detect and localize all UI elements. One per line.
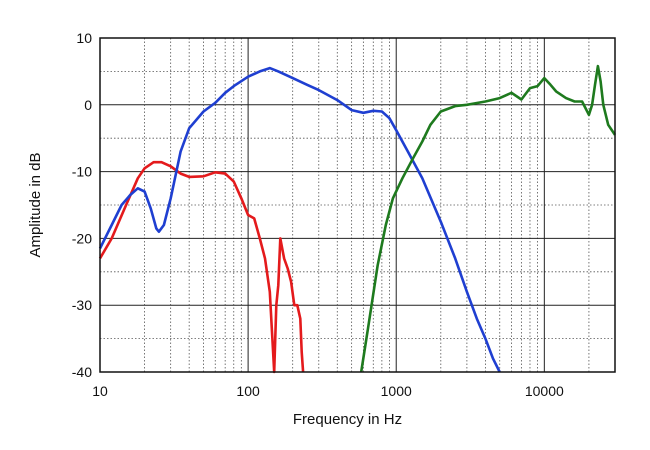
x-tick-label: 100 <box>236 383 260 399</box>
x-tick-labels: 10 100 1000 10000 <box>92 383 564 399</box>
series-line-3 <box>359 64 617 373</box>
series-layer <box>98 64 617 374</box>
y-tick-label: -20 <box>72 230 92 246</box>
y-tick-label: -10 <box>72 164 92 180</box>
series-line-1 <box>98 160 305 374</box>
y-tick-label: -40 <box>72 364 92 380</box>
y-tick-label: 0 <box>84 97 92 113</box>
y-tick-label: 10 <box>76 30 92 46</box>
x-tick-label: 10000 <box>525 383 564 399</box>
x-tick-label: 1000 <box>381 383 412 399</box>
plot-frame <box>99 37 616 373</box>
y-axis-title: Amplitude in dB <box>27 152 44 257</box>
minor-grid <box>100 38 616 372</box>
y-tick-label: -30 <box>72 297 92 313</box>
x-axis-title: Frequency in Hz <box>293 411 402 428</box>
series-line-2 <box>98 66 501 373</box>
x-tick-label: 10 <box>92 383 108 399</box>
y-tick-labels: 10 0 -10 -20 -30 -40 <box>72 30 92 380</box>
